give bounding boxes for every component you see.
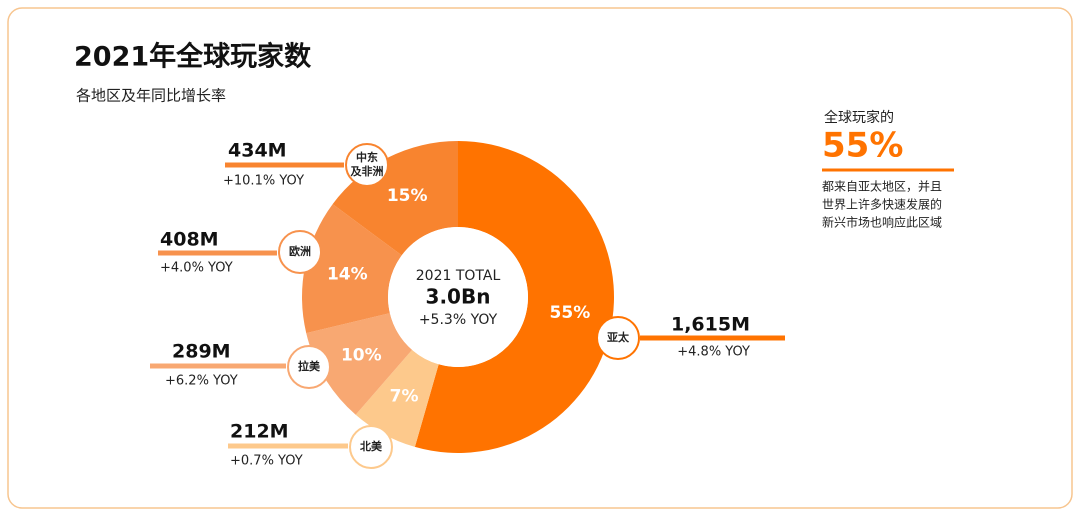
players-label: 289M bbox=[172, 341, 231, 363]
yoy-label: +4.0% YOY bbox=[160, 261, 233, 276]
center-yoy: +5.3% YOY bbox=[419, 312, 498, 328]
region-badge: 中东 及非洲 bbox=[345, 143, 389, 187]
slice-label: 55% bbox=[550, 303, 591, 323]
players-label: 408M bbox=[160, 229, 219, 251]
yoy-label: +0.7% YOY bbox=[230, 454, 303, 469]
slice bbox=[302, 204, 402, 334]
center-total: 3.0Bn bbox=[426, 285, 491, 309]
annotation-lead: 全球玩家的 bbox=[824, 109, 894, 126]
players-label: 212M bbox=[230, 421, 289, 443]
donut-hole bbox=[388, 227, 528, 367]
yoy-label: +6.2% YOY bbox=[165, 374, 238, 389]
region-badge: 欧洲 bbox=[278, 230, 322, 274]
yoy-label: +4.8% YOY bbox=[677, 345, 750, 360]
slice-label: 15% bbox=[387, 186, 428, 206]
yoy-label: +10.1% YOY bbox=[223, 174, 304, 189]
slice-label: 10% bbox=[341, 346, 382, 366]
region-badge: 拉美 bbox=[287, 345, 331, 389]
chart-subtitle: 各地区及年同比增长率 bbox=[76, 87, 226, 105]
slice-label: 14% bbox=[327, 264, 368, 284]
chart-title: 2021年全球玩家数 bbox=[74, 41, 312, 73]
slice bbox=[355, 349, 439, 447]
players-label: 434M bbox=[228, 140, 287, 162]
annotation-line: 都来自亚太地区，并且 bbox=[822, 179, 942, 194]
frame bbox=[7, 7, 1073, 509]
center-label: 2021 TOTAL bbox=[416, 268, 501, 284]
annotation-line: 世界上许多快速发展的 bbox=[822, 197, 942, 212]
region-badge: 亚太 bbox=[596, 316, 640, 360]
slice-label: 7% bbox=[390, 386, 419, 406]
annotation-value: 55% bbox=[822, 126, 903, 166]
region-badge: 北美 bbox=[349, 425, 393, 469]
players-label: 1,615M bbox=[671, 314, 750, 336]
slices bbox=[302, 141, 615, 453]
slice bbox=[306, 313, 413, 415]
slice bbox=[414, 141, 615, 453]
annotation-line: 新兴市场也响应此区域 bbox=[822, 215, 942, 230]
slice bbox=[332, 141, 458, 256]
